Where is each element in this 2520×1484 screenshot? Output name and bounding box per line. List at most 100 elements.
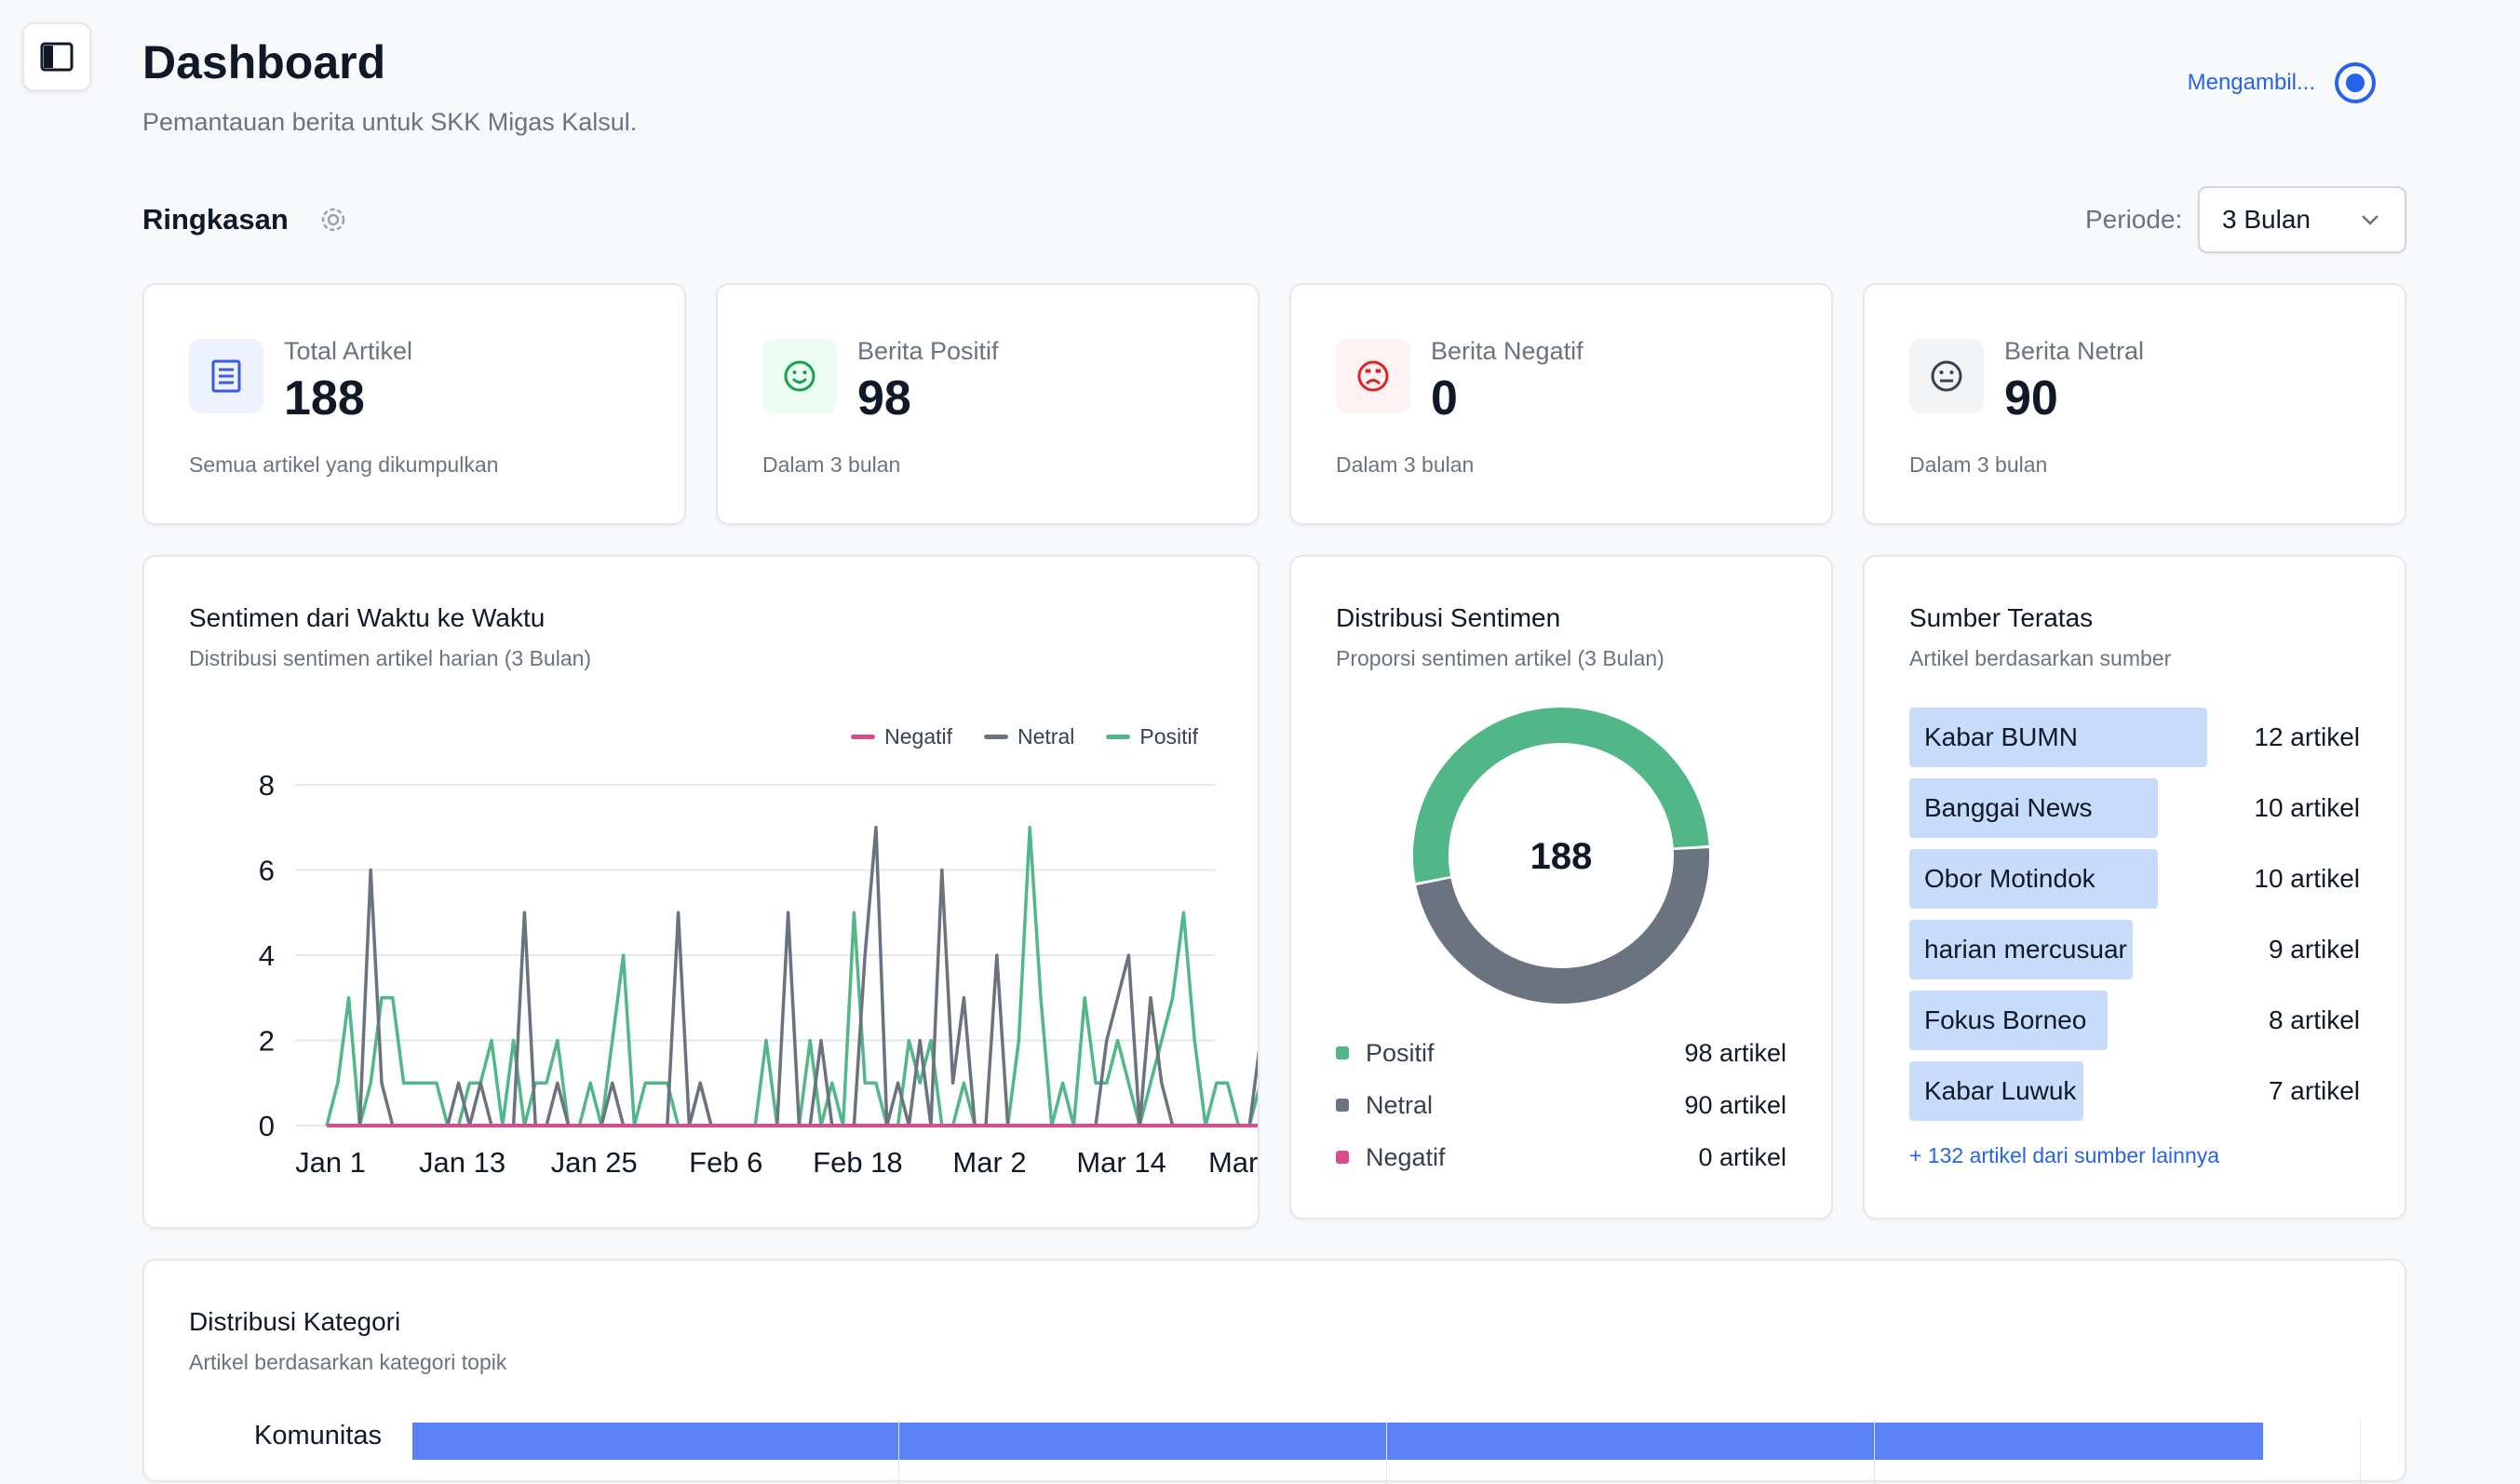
grid-line: [1874, 1419, 1875, 1484]
source-bar: [1909, 991, 2109, 1050]
card-subtitle: Artikel berdasarkan kategori topik: [189, 1350, 507, 1374]
fetch-status-label: Mengambil...: [2187, 70, 2315, 95]
source-name: Kabar BUMN: [1924, 722, 2078, 751]
more-sources-link[interactable]: + 132 artikel dari sumber lainnya: [1909, 1143, 2220, 1167]
sentiment-donut-chart: 188: [1413, 708, 1709, 1004]
card-title: Distribusi Sentimen: [1336, 603, 1561, 632]
y-tick-label: 8: [259, 769, 275, 802]
sidebar-toggle-icon: [40, 42, 74, 72]
document-icon: [189, 339, 263, 413]
source-row[interactable]: Kabar BUMN 12 artikel: [1909, 708, 2360, 767]
pie-legend-item-positif: Positif 98 artikel: [1336, 1035, 1786, 1073]
y-tick-label: 4: [259, 939, 275, 972]
series-line-netral[interactable]: [327, 826, 1258, 1127]
page-title: Dashboard: [142, 36, 386, 88]
stat-value: 0: [1431, 371, 1458, 425]
pie-legend-name: Negatif: [1366, 1143, 1446, 1171]
stat-description: Dalam 3 bulan: [1336, 452, 1475, 477]
pie-legend-value: 98 artikel: [1684, 1039, 1786, 1067]
source-count: 7 artikel: [2268, 1076, 2360, 1105]
x-tick-label: Feb 6: [689, 1146, 762, 1179]
pie-legend-item-netral: Netral 90 artikel: [1336, 1087, 1786, 1125]
legend-label: Positif: [1139, 724, 1198, 749]
stat-value: 98: [857, 371, 911, 425]
stat-value: 188: [284, 371, 365, 425]
sentiment-distribution-card: Distribusi Sentimen Proporsi sentimen ar…: [1289, 555, 1833, 1220]
pie-legend-name: Netral: [1366, 1091, 1434, 1119]
source-name: Fokus Borneo: [1924, 1005, 2087, 1034]
sidebar-toggle-button[interactable]: [22, 22, 91, 91]
card-subtitle: Artikel berdasarkan sumber: [1909, 646, 2172, 670]
period-label: Periode:: [2085, 205, 2183, 234]
fetch-status: Mengambil...: [2188, 60, 2379, 106]
loading-spinner-icon: [2335, 62, 2376, 103]
donut-slice-netral[interactable]: [1416, 848, 1709, 1004]
gear-icon[interactable]: [319, 206, 347, 234]
legend-item-negatif[interactable]: Negatif: [851, 724, 952, 749]
stat-label: Berita Negatif: [1431, 337, 1583, 365]
top-sources-card: Sumber Teratas Artikel berdasarkan sumbe…: [1863, 555, 2406, 1220]
source-name: Banggai News: [1924, 793, 2093, 822]
stat-card-neutral: Berita Netral 90 Dalam 3 bulan: [1863, 283, 2406, 525]
x-tick-label: Mar 26: [1208, 1146, 1258, 1179]
stat-label: Total Artikel: [284, 337, 413, 365]
stat-card-total: Total Artikel 188 Semua artikel yang dik…: [142, 283, 686, 525]
x-tick-label: Feb 18: [813, 1146, 903, 1179]
card-title: Sentimen dari Waktu ke Waktu: [189, 603, 546, 632]
y-tick-label: 6: [259, 855, 275, 887]
pie-legend-value: 0 artikel: [1698, 1143, 1786, 1171]
neutral-face-icon: [1909, 339, 1984, 413]
legend-item-netral[interactable]: Netral: [984, 724, 1074, 749]
sentiment-line-chart: 0 2 4 6 8 Jan 1 Jan 13 Jan 25 Feb 6 Feb 18 Mar 2 Ma…: [259, 769, 1258, 1179]
source-name: Obor Motindok: [1924, 864, 2096, 893]
source-row[interactable]: Obor Motindok 10 artikel: [1909, 849, 2360, 909]
period-select-value: 3 Bulan: [2222, 205, 2311, 234]
stat-description: Dalam 3 bulan: [762, 452, 901, 477]
source-count: 10 artikel: [2254, 793, 2360, 822]
source-row[interactable]: harian mercusuar 9 artikel: [1909, 920, 2360, 979]
card-title: Distribusi Kategori: [189, 1307, 401, 1336]
x-tick-label: Jan 1: [295, 1146, 366, 1179]
summary-title: Ringkasan: [142, 203, 289, 236]
legend-swatch: [1106, 735, 1131, 739]
period-select[interactable]: 3 Bulan: [2198, 186, 2406, 253]
legend-label: Negatif: [884, 724, 952, 749]
card-title: Sumber Teratas: [1909, 603, 2094, 632]
legend-swatch: [1336, 1151, 1349, 1164]
source-bar: [1909, 778, 2158, 838]
pie-legend-value: 90 artikel: [1684, 1091, 1786, 1119]
grid-line: [1386, 1419, 1387, 1484]
x-tick-label: Mar 14: [1076, 1146, 1166, 1179]
source-count: 8 artikel: [2268, 1005, 2360, 1034]
legend-item-positif[interactable]: Positif: [1106, 724, 1198, 749]
stat-label: Berita Positif: [857, 337, 999, 365]
stat-card-positive: Berita Positif 98 Dalam 3 bulan: [716, 283, 1260, 525]
x-tick-label: Jan 25: [551, 1146, 638, 1179]
legend-swatch: [1336, 1046, 1349, 1059]
category-bar[interactable]: [412, 1423, 2263, 1460]
x-tick-label: Jan 13: [419, 1146, 505, 1179]
y-tick-label: 2: [259, 1025, 275, 1058]
source-name: Kabar Luwuk: [1924, 1076, 2077, 1105]
source-count: 10 artikel: [2254, 864, 2360, 893]
legend-swatch: [1336, 1099, 1349, 1112]
stat-description: Dalam 3 bulan: [1909, 452, 2048, 477]
donut-center-total: 188: [1530, 836, 1593, 877]
source-row[interactable]: Fokus Borneo 8 artikel: [1909, 991, 2360, 1050]
stat-description: Semua artikel yang dikumpulkan: [189, 452, 499, 477]
source-row[interactable]: Banggai News 10 artikel: [1909, 778, 2360, 838]
source-name: harian mercusuar: [1924, 935, 2127, 964]
card-subtitle: Distribusi sentimen artikel harian (3 Bu…: [189, 646, 592, 670]
grid-line: [2360, 1419, 2361, 1484]
stat-card-negative: Berita Negatif 0 Dalam 3 bulan: [1289, 283, 1833, 525]
source-row[interactable]: Kabar Luwuk 7 artikel: [1909, 1061, 2360, 1121]
chart-legend: Negatif Netral Positif: [851, 724, 1198, 749]
smile-icon: [762, 339, 837, 413]
source-bar: [1909, 920, 2133, 979]
stat-label: Berita Netral: [2004, 337, 2145, 365]
pie-legend-name: Positif: [1366, 1039, 1435, 1067]
page-subtitle: Pemantauan berita untuk SKK Migas Kalsul…: [142, 108, 638, 136]
chevron-down-icon: [2362, 215, 2379, 225]
sentiment-timeline-card: Sentimen dari Waktu ke Waktu Distribusi …: [142, 555, 1260, 1229]
donut-slice-positif[interactable]: [1413, 708, 1709, 883]
